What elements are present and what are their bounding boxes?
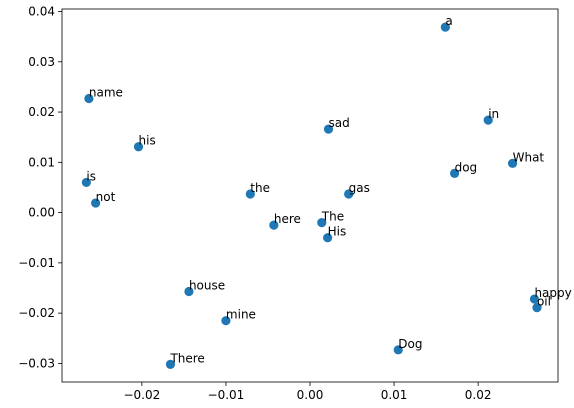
x-tick-label: 0.02 bbox=[465, 388, 492, 402]
data-point bbox=[165, 359, 176, 370]
data-point bbox=[532, 303, 542, 313]
point-label: is bbox=[86, 169, 96, 183]
points-layer bbox=[81, 22, 542, 370]
point-label: mine bbox=[226, 308, 256, 322]
point-label: house bbox=[189, 279, 225, 293]
data-point bbox=[529, 294, 540, 304]
point-label: dog bbox=[455, 160, 478, 174]
point-label: name bbox=[89, 85, 123, 99]
y-tick-label: −0.02 bbox=[18, 306, 55, 320]
data-point bbox=[269, 220, 279, 230]
point-labels-layer: a name in sad his What dog is the gas not here TheHi… bbox=[86, 14, 571, 365]
point-label: happy bbox=[534, 286, 571, 300]
point-label: What bbox=[513, 150, 545, 164]
x-tick-label: 0.01 bbox=[381, 388, 408, 402]
data-point bbox=[393, 345, 403, 355]
data-point bbox=[133, 142, 144, 152]
y-tick-label: 0.02 bbox=[28, 105, 55, 119]
point-label: The bbox=[321, 210, 344, 224]
data-point bbox=[483, 115, 493, 125]
point-label: oil bbox=[537, 295, 551, 309]
point-label: There bbox=[169, 351, 204, 365]
point-label: sad bbox=[328, 116, 349, 130]
data-point bbox=[184, 286, 194, 297]
data-point bbox=[84, 93, 94, 104]
point-label: not bbox=[96, 190, 116, 204]
y-tick-label: 0.04 bbox=[28, 5, 55, 19]
point-label: the bbox=[250, 181, 270, 195]
data-point bbox=[245, 189, 255, 199]
point-label: Dog bbox=[398, 337, 422, 351]
point-label: his bbox=[139, 134, 156, 148]
plot-frame bbox=[61, 8, 559, 383]
y-tick-label: 0.01 bbox=[28, 155, 55, 169]
point-label: gas bbox=[349, 181, 370, 195]
data-point bbox=[81, 177, 91, 188]
y-tick-label: 0.00 bbox=[28, 206, 55, 220]
data-point bbox=[323, 233, 333, 243]
plot-area bbox=[61, 8, 559, 383]
data-point bbox=[317, 218, 327, 228]
x-tick-label: −0.01 bbox=[208, 388, 245, 402]
data-point bbox=[508, 158, 518, 168]
data-point bbox=[221, 316, 231, 326]
y-tick-label: 0.03 bbox=[28, 55, 55, 69]
point-label: here bbox=[274, 212, 301, 226]
data-point bbox=[344, 189, 354, 199]
y-tick-label: −0.03 bbox=[18, 356, 55, 370]
point-label: a bbox=[445, 14, 452, 28]
data-point bbox=[323, 124, 334, 134]
point-label: in bbox=[488, 107, 499, 121]
y-tick-label: −0.01 bbox=[18, 256, 55, 270]
x-tick-label: −0.02 bbox=[123, 388, 160, 402]
x-axis: −0.02 −0.01 0.00 0.01 0.02 bbox=[123, 382, 491, 402]
data-point bbox=[440, 22, 450, 32]
x-tick-label: 0.00 bbox=[297, 388, 324, 402]
y-axis: −0.03 −0.02 −0.01 0.00 0.01 0.02 0.03 0.04 bbox=[18, 5, 62, 370]
data-point bbox=[449, 168, 460, 178]
data-point bbox=[91, 198, 101, 208]
point-label: His bbox=[328, 225, 347, 239]
